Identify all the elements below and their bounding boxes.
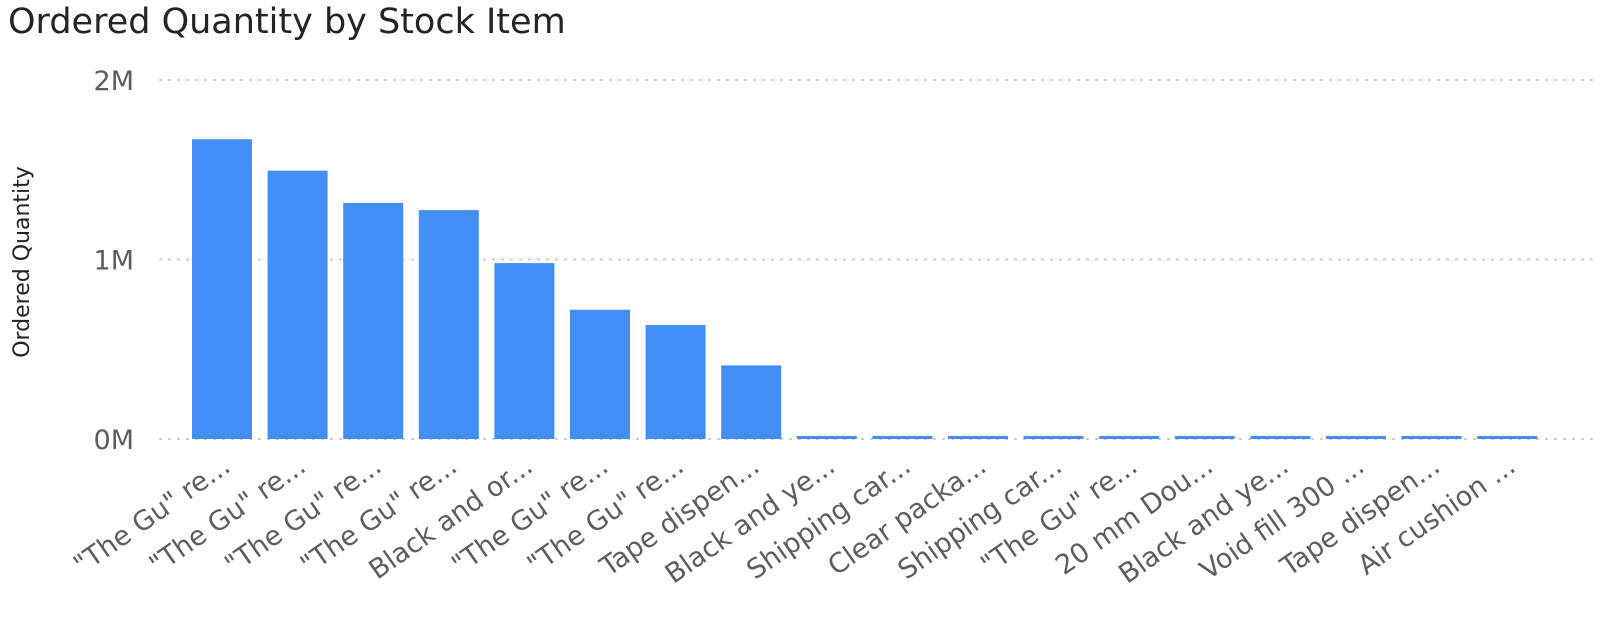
y-tick-label: 2M [94, 66, 134, 97]
bar[interactable] [1099, 436, 1160, 439]
bar[interactable] [645, 325, 706, 439]
bar[interactable] [343, 202, 404, 439]
y-axis-ticks: 0M 1M 2M [94, 66, 134, 456]
bar[interactable] [1250, 436, 1311, 439]
bars [192, 139, 1538, 440]
bar[interactable] [1023, 436, 1084, 439]
x-axis-ticks: "The Gu" re..."The Gu" re..."The Gu" re.… [68, 450, 1521, 590]
y-axis-title: Ordered Quantity [10, 166, 35, 358]
y-tick-label: 1M [94, 246, 134, 277]
bar[interactable] [721, 365, 782, 439]
bar[interactable] [872, 436, 933, 439]
y-tick-label: 0M [94, 425, 134, 456]
bar[interactable] [418, 210, 479, 439]
bar[interactable] [1401, 436, 1462, 439]
bar[interactable] [494, 263, 555, 439]
bar[interactable] [796, 436, 857, 439]
bar[interactable] [1326, 436, 1386, 439]
bar[interactable] [570, 309, 630, 439]
bar[interactable] [1477, 436, 1538, 439]
chart-title: Ordered Quantity by Stock Item [8, 2, 566, 42]
bar[interactable] [1174, 436, 1235, 439]
bar[interactable] [948, 436, 1008, 439]
bar[interactable] [267, 170, 328, 439]
bar[interactable] [192, 139, 252, 440]
